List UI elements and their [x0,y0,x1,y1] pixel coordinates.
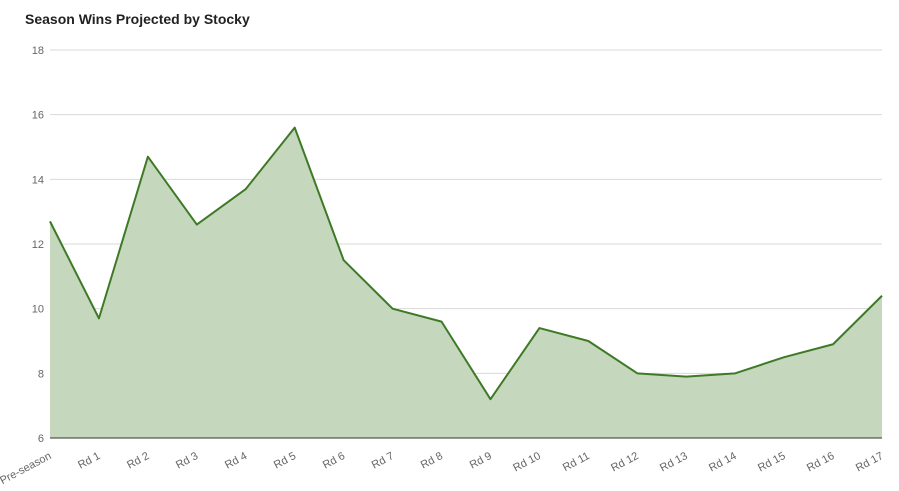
x-tick-label: Rd 11 [561,450,592,474]
x-tick-label: Rd 8 [419,450,445,472]
area-fill [50,127,882,438]
x-tick-label: Rd 12 [609,450,641,474]
x-tick-label: Rd 15 [756,450,788,474]
x-tick-label: Rd 14 [707,450,739,474]
x-tick-label: Rd 6 [321,450,347,472]
x-tick-label: Rd 3 [174,450,200,472]
x-tick-label: Rd 10 [511,450,543,474]
x-tick-label: Rd 9 [468,450,494,472]
y-tick-label: 6 [38,433,44,445]
x-tick-label: Rd 5 [272,450,298,472]
x-tick-label: Pre-season [0,450,53,487]
y-tick-label: 12 [32,239,44,251]
y-axis-ticks: 6 8 10 12 14 16 18 [32,45,44,445]
x-tick-label: Rd 2 [125,450,151,472]
y-tick-label: 8 [38,368,44,380]
series-line [49,126,883,401]
y-tick-label: 10 [32,304,44,316]
y-tick-label: 18 [32,45,44,57]
chart-title: Season Wins Projected by Stocky [25,11,250,27]
area-layer [49,126,883,439]
x-tick-label: Rd 13 [658,450,690,474]
x-tick-label: Rd 1 [76,450,102,472]
x-axis-ticks: Pre-season Rd 1 Rd 2 Rd 3 Rd 4 Rd 5 Rd 6 Rd 7 Rd… [0,450,885,487]
x-tick-label: Rd 7 [370,450,396,472]
y-tick-label: 16 [32,110,44,122]
y-tick-label: 14 [32,174,44,186]
x-tick-label: Rd 16 [805,450,837,474]
x-tick-label: Rd 17 [854,450,886,474]
x-tick-label: Rd 4 [223,450,249,472]
